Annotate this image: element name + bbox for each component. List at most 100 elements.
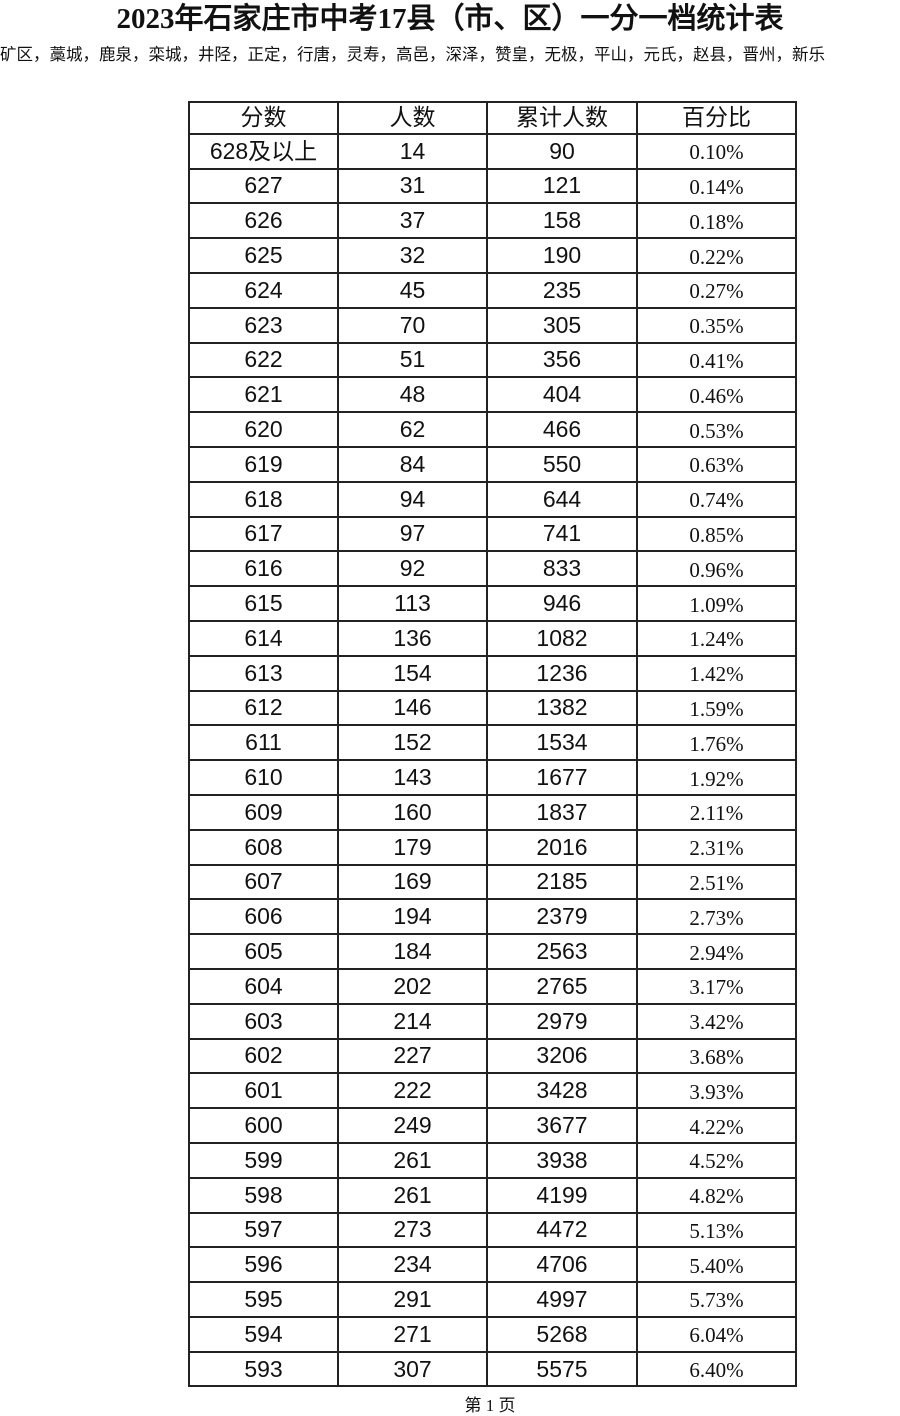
- table-cell: 619: [188, 445, 339, 483]
- table-cell: 154: [337, 654, 488, 692]
- column-header: 累计人数: [486, 101, 638, 135]
- table-cell: 1.09%: [636, 585, 797, 622]
- table-cell: 136: [337, 619, 488, 657]
- table-cell: 621: [188, 376, 339, 414]
- table-row: 602 227 3206 3.68%: [188, 1037, 797, 1075]
- table-cell: 607: [188, 863, 339, 901]
- table-cell: 614: [188, 619, 339, 657]
- table-cell: 0.41%: [636, 341, 797, 379]
- table-cell: 356: [486, 341, 638, 379]
- table-row: 594 271 5268 6.04%: [188, 1315, 797, 1353]
- table-cell: 84: [337, 445, 488, 483]
- table-cell: 222: [337, 1072, 488, 1110]
- table-cell: 2.51%: [636, 863, 797, 901]
- table-row: 599 261 3938 4.52%: [188, 1141, 797, 1179]
- table-row: 606 194 2379 2.73%: [188, 898, 797, 936]
- table-row: 600 249 3677 4.22%: [188, 1107, 797, 1144]
- table-cell: 184: [337, 933, 488, 970]
- table-row: 603 214 2979 3.42%: [188, 1002, 797, 1040]
- table-cell: 307: [337, 1350, 488, 1388]
- table-cell: 624: [188, 271, 339, 309]
- table-cell: 0.53%: [636, 411, 797, 448]
- table-row: 596 234 4706 5.40%: [188, 1246, 797, 1284]
- table-row: 614 136 1082 1.24%: [188, 619, 797, 657]
- table-row: 627 31 121 0.14%: [188, 167, 797, 205]
- table-cell: 160: [337, 793, 488, 831]
- table-cell: 214: [337, 1002, 488, 1040]
- table-cell: 3.93%: [636, 1072, 797, 1110]
- table-cell: 2185: [486, 863, 638, 901]
- table-row: 625 32 190 0.22%: [188, 237, 797, 274]
- table-cell: 4.82%: [636, 1176, 797, 1214]
- page-number: 第 1 页: [464, 1396, 516, 1415]
- table-cell: 620: [188, 411, 339, 448]
- table-row: 616 92 833 0.96%: [188, 550, 797, 588]
- table-row: 608 179 2016 2.31%: [188, 828, 797, 866]
- table-cell: 37: [337, 202, 488, 240]
- table-cell: 596: [188, 1246, 339, 1284]
- table-row: 620 62 466 0.53%: [188, 411, 797, 448]
- table-cell: 5.73%: [636, 1281, 797, 1318]
- table-cell: 2.73%: [636, 898, 797, 936]
- table-cell: 2.31%: [636, 828, 797, 866]
- table-cell: 601: [188, 1072, 339, 1110]
- table-cell: 1.24%: [636, 619, 797, 657]
- table-cell: 5.40%: [636, 1246, 797, 1284]
- table-row: 595 291 4997 5.73%: [188, 1281, 797, 1318]
- table-cell: 602: [188, 1037, 339, 1075]
- table-cell: 604: [188, 967, 339, 1005]
- table-cell: 5575: [486, 1350, 638, 1388]
- table-cell: 152: [337, 724, 488, 762]
- table-cell: 48: [337, 376, 488, 414]
- table-row: 612 146 1382 1.59%: [188, 689, 797, 727]
- table-cell: 1677: [486, 759, 638, 796]
- table-row: 621 48 404 0.46%: [188, 376, 797, 414]
- table-cell: 625: [188, 237, 339, 274]
- table-cell: 3.68%: [636, 1037, 797, 1075]
- table-cell: 611: [188, 724, 339, 762]
- table-cell: 598: [188, 1176, 339, 1214]
- table-row: 607 169 2185 2.51%: [188, 863, 797, 901]
- table-cell: 0.85%: [636, 515, 797, 553]
- table-cell: 1082: [486, 619, 638, 657]
- table-cell: 62: [337, 411, 488, 448]
- table-cell: 3.42%: [636, 1002, 797, 1040]
- table-cell: 615: [188, 585, 339, 622]
- table-cell: 2563: [486, 933, 638, 970]
- table-cell: 261: [337, 1141, 488, 1179]
- table-cell: 121: [486, 167, 638, 205]
- table-cell: 1534: [486, 724, 638, 762]
- table-cell: 0.96%: [636, 550, 797, 588]
- table-cell: 550: [486, 445, 638, 483]
- table-cell: 617: [188, 515, 339, 553]
- table-cell: 0.27%: [636, 271, 797, 309]
- table-cell: 610: [188, 759, 339, 796]
- table-cell: 113: [337, 585, 488, 622]
- table-cell: 31: [337, 167, 488, 205]
- table-cell: 597: [188, 1211, 339, 1249]
- table-cell: 946: [486, 585, 638, 622]
- table-cell: 1.59%: [636, 689, 797, 727]
- table-cell: 3938: [486, 1141, 638, 1179]
- column-header: 百分比: [636, 101, 797, 135]
- table-cell: 741: [486, 515, 638, 553]
- table-cell: 3.17%: [636, 967, 797, 1005]
- table-row: 618 94 644 0.74%: [188, 480, 797, 518]
- table-cell: 2.94%: [636, 933, 797, 970]
- table-cell: 2765: [486, 967, 638, 1005]
- table-row: 597 273 4472 5.13%: [188, 1211, 797, 1249]
- table-cell: 0.63%: [636, 445, 797, 483]
- table-cell: 146: [337, 689, 488, 727]
- table-cell: 608: [188, 828, 339, 866]
- score-table: 分数 人数 累计人数 百分比 628及以上 14 90 0.10% 627 31 121 0.14% 6…: [188, 101, 797, 1388]
- table-cell: 622: [188, 341, 339, 379]
- table-row: 605 184 2563 2.94%: [188, 933, 797, 970]
- table-cell: 70: [337, 306, 488, 344]
- table-cell: 628及以上: [188, 132, 339, 170]
- table-cell: 3428: [486, 1072, 638, 1110]
- subtitle: 矿区，藁城，鹿泉，栾城，井陉，正定，行唐，灵寿，高邑，深泽，赞皇，无极，平山，元…: [0, 45, 825, 64]
- table-cell: 179: [337, 828, 488, 866]
- table-cell: 0.22%: [636, 237, 797, 274]
- table-row: 598 261 4199 4.82%: [188, 1176, 797, 1214]
- table-row: 611 152 1534 1.76%: [188, 724, 797, 762]
